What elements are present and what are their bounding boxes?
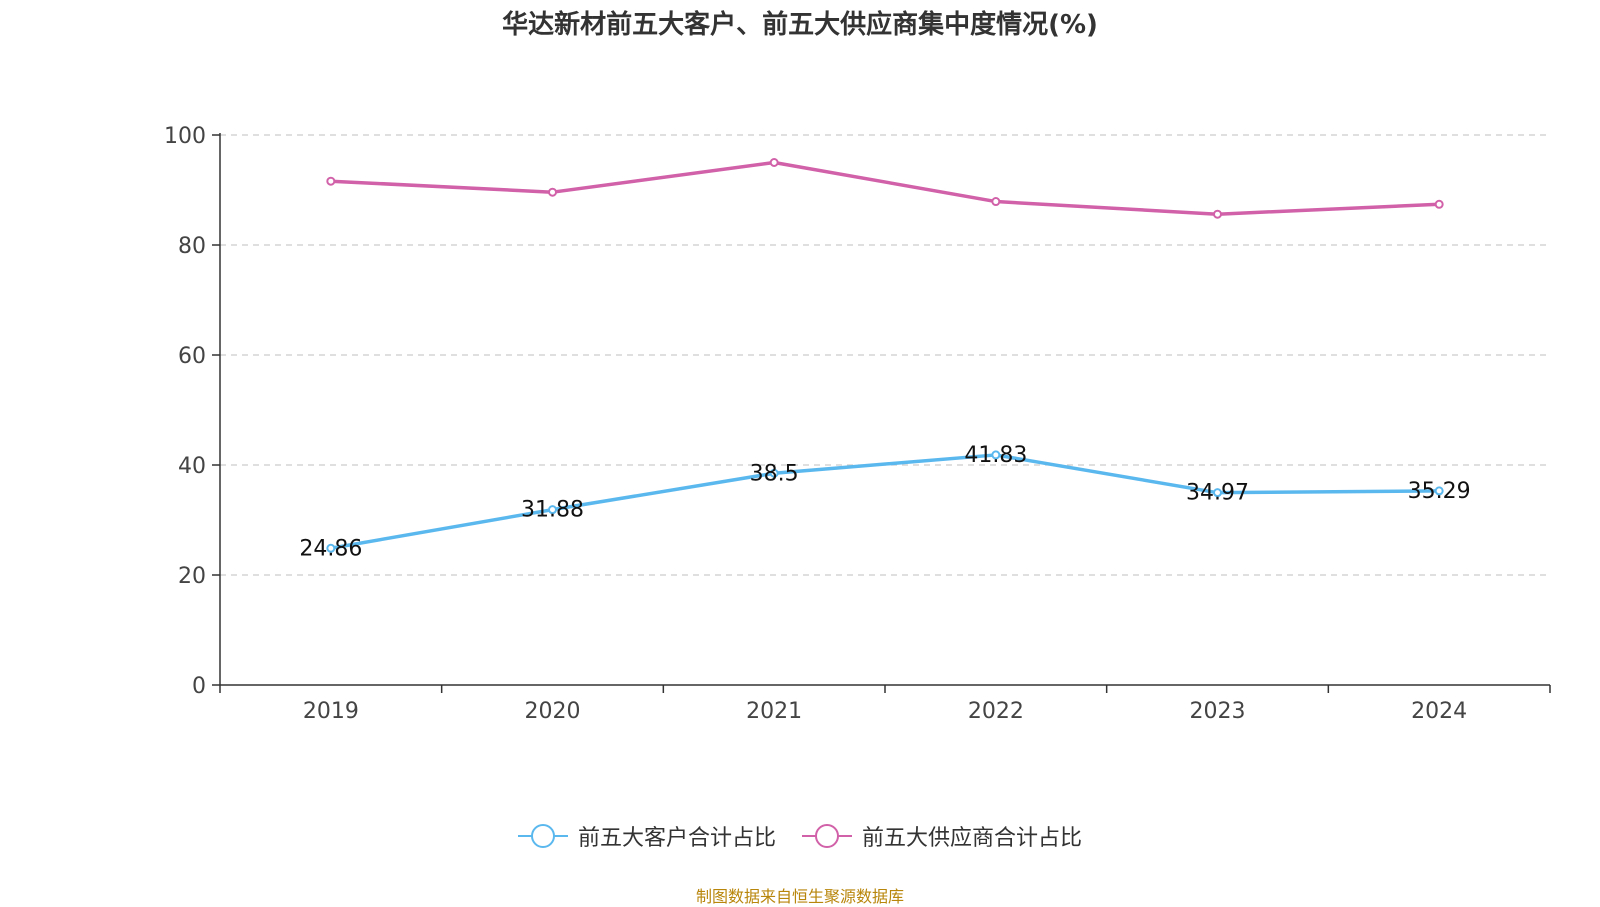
- legend-label-customers: 前五大客户合计占比: [577, 826, 776, 851]
- data-point: [548, 505, 557, 515]
- series-line-0: [330, 453, 1440, 550]
- data-point: [326, 543, 336, 553]
- data-point: [769, 468, 779, 478]
- x-tick-label: 2021: [746, 699, 802, 724]
- data-label: 31.88: [521, 498, 584, 523]
- x-tick-label: 2022: [968, 699, 1024, 724]
- data-point: [1213, 488, 1222, 498]
- legend: 前五大客户合计占比 前五大供应商合计占比: [0, 820, 1600, 852]
- data-label: 35.29: [1408, 479, 1471, 504]
- data-point: [1434, 486, 1444, 496]
- x-tick-label: 2024: [1411, 699, 1467, 724]
- data-point: [991, 450, 1001, 460]
- data-point: [769, 158, 779, 167]
- data-point: [1434, 199, 1444, 209]
- data-label: 34.97: [1186, 481, 1249, 506]
- data-point: [548, 187, 557, 197]
- data-point: [991, 197, 1001, 207]
- y-tick-label: 80: [178, 234, 206, 259]
- y-tick-label: 40: [178, 454, 206, 479]
- x-tick-label: 2023: [1190, 699, 1246, 724]
- chart-title: 华达新材前五大客户、前五大供应商集中度情况(%): [502, 10, 1098, 40]
- legend-label-suppliers: 前五大供应商合计占比: [862, 826, 1083, 851]
- y-tick-label: 20: [178, 564, 206, 589]
- y-tick-label: 0: [192, 674, 206, 699]
- x-tick-label: 2020: [525, 699, 581, 724]
- legend-item-suppliers[interactable]: 前五大供应商合计占比: [802, 820, 1082, 852]
- data-point: [1213, 209, 1222, 219]
- data-label: 38.5: [750, 461, 799, 486]
- y-tick-label: 60: [178, 344, 206, 369]
- legend-marker-customers: [517, 824, 568, 848]
- legend-marker-suppliers: [802, 824, 852, 848]
- data-point: [326, 176, 336, 186]
- data-label: 24.86: [299, 536, 362, 561]
- source-note: 制图数据来自恒生聚源数据库: [695, 887, 904, 906]
- x-tick-label: 2019: [303, 699, 359, 724]
- data-label: 41.83: [964, 443, 1027, 468]
- legend-item-customers[interactable]: 前五大客户合计占比: [517, 820, 776, 852]
- series-line-1: [330, 160, 1440, 216]
- y-tick-label: 100: [164, 124, 206, 149]
